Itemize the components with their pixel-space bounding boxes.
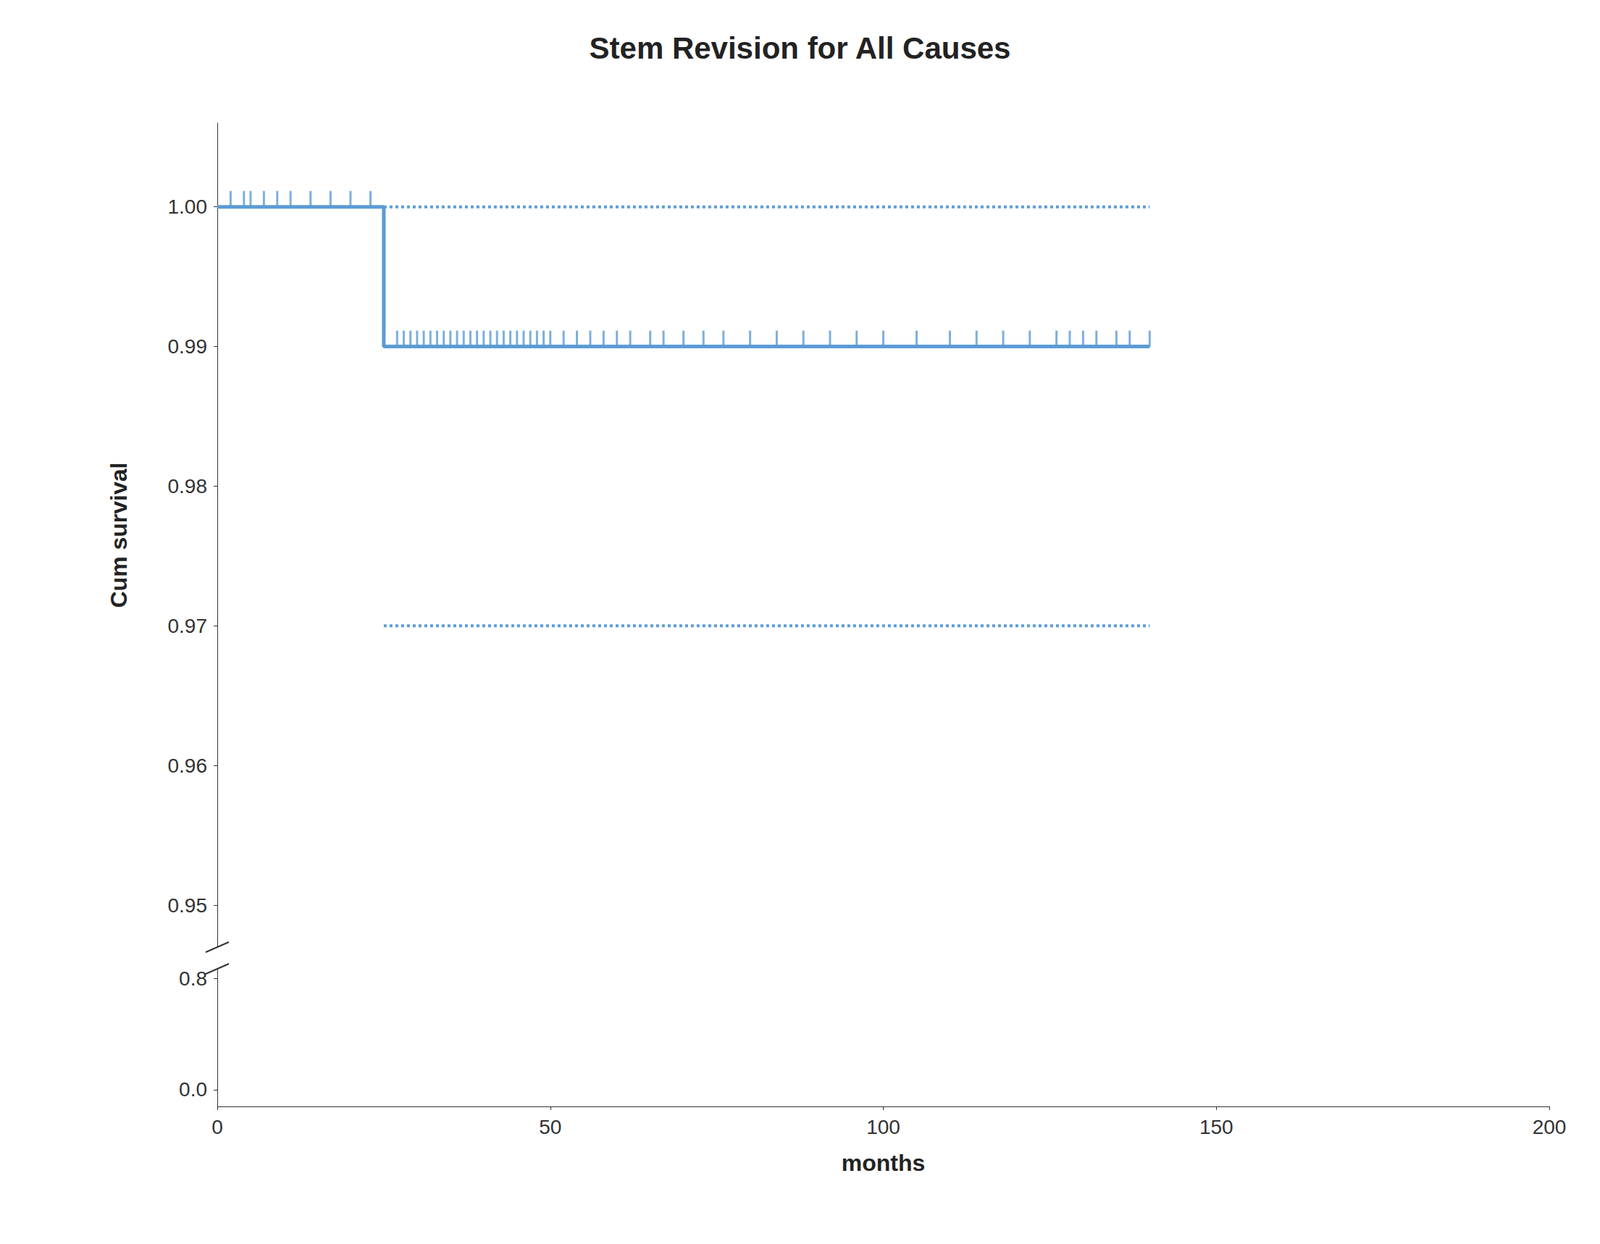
svg-text:200: 200 <box>1532 1116 1567 1139</box>
svg-text:0.0: 0.0 <box>178 1078 208 1101</box>
svg-text:150: 150 <box>1199 1116 1234 1139</box>
svg-text:50: 50 <box>538 1116 562 1139</box>
svg-text:0.97: 0.97 <box>168 614 208 638</box>
svg-text:0.99: 0.99 <box>168 335 208 358</box>
svg-text:Cum survival: Cum survival <box>105 462 132 609</box>
svg-text:months: months <box>841 1150 926 1177</box>
svg-text:0: 0 <box>211 1116 224 1139</box>
svg-text:0.95: 0.95 <box>168 894 208 917</box>
svg-text:0.8: 0.8 <box>178 967 208 991</box>
svg-text:0.98: 0.98 <box>168 475 208 498</box>
svg-text:1.00: 1.00 <box>168 195 208 219</box>
svg-text:Stem Revision for All Causes: Stem Revision for All Causes <box>589 31 1012 66</box>
svg-text:100: 100 <box>866 1116 901 1139</box>
svg-text:0.96: 0.96 <box>168 754 208 778</box>
